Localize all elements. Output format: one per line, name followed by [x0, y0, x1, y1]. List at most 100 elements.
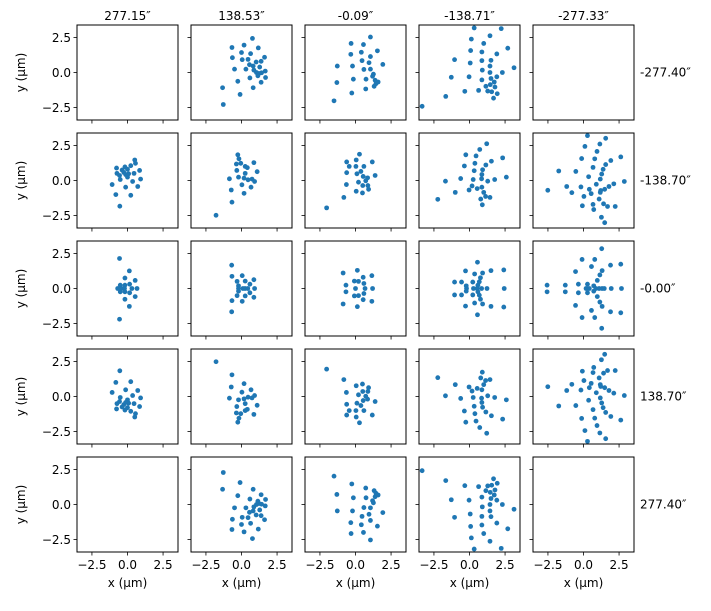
scatter-point [500, 155, 506, 161]
subplot-r0-c2: -0.09″ [301, 9, 407, 124]
scatter-point [499, 70, 505, 75]
scatter-point [356, 293, 361, 299]
scatter-point [341, 195, 347, 200]
scatter-point [479, 172, 485, 177]
scatter-point [578, 387, 584, 393]
scatter-point [579, 368, 585, 374]
scatter-point [348, 41, 354, 46]
scatter-point [469, 388, 475, 394]
scatter-point [562, 289, 568, 295]
scatter-point [503, 174, 509, 180]
scatter-point [596, 375, 602, 381]
scatter-point [255, 498, 261, 504]
scatter-point [350, 495, 356, 501]
scatter-point [369, 412, 375, 418]
scatter-point [468, 48, 474, 53]
scatter-point [232, 66, 237, 72]
scatter-point [588, 191, 594, 197]
scatter-point [346, 163, 352, 169]
scatter-point [485, 178, 491, 184]
scatter-point [258, 79, 264, 85]
scatter-point [365, 389, 371, 394]
scatter-point [556, 168, 562, 174]
scatter-point [573, 269, 578, 274]
scatter-point [380, 510, 386, 516]
scatter-point [582, 144, 588, 149]
scatter-point [498, 26, 504, 32]
scatter-point [488, 496, 494, 501]
scatter-point [599, 400, 605, 406]
scatter-point [483, 83, 489, 89]
scatter-point [123, 172, 129, 177]
scatter-point [239, 389, 245, 395]
scatter-point [220, 486, 225, 492]
scatter-point [468, 524, 474, 529]
x-axis-label: x (μm) [564, 576, 604, 590]
scatter-point [470, 395, 476, 400]
axes-frame [76, 24, 179, 121]
scatter-point [380, 61, 386, 67]
scatter-point [115, 286, 121, 291]
scatter-point [590, 201, 596, 207]
scatter-point [238, 160, 244, 166]
scatter-point [544, 289, 550, 295]
scatter-point [344, 401, 350, 407]
scatter-point [492, 395, 498, 400]
scatter-point [611, 181, 617, 187]
scatter-point [368, 537, 373, 543]
scatter-point [220, 85, 225, 91]
scatter-point [597, 176, 603, 182]
subplot-r2-c1 [187, 240, 293, 340]
scatter-point [472, 300, 478, 306]
scatter-point [575, 290, 581, 296]
scatter-point [597, 299, 603, 305]
scatter-point [471, 168, 477, 174]
axes-frame [76, 132, 179, 229]
scatter-point [573, 403, 579, 408]
scatter-point [484, 430, 490, 436]
y-axis-label: y (μm) [14, 485, 28, 525]
scatter-point [556, 403, 562, 409]
scatter-point [597, 395, 603, 401]
axes-frame [532, 456, 635, 553]
scatter-point [579, 257, 585, 262]
scatter-point [591, 365, 597, 370]
scatter-point [594, 294, 600, 300]
scatter-point [349, 481, 355, 487]
scatter-point [485, 483, 491, 489]
scatter-point [591, 207, 597, 212]
scatter-point [480, 167, 485, 173]
scatter-point [354, 267, 360, 273]
scatter-point [228, 384, 234, 390]
scatter-point [618, 261, 624, 267]
row-label: 138.70″ [640, 390, 687, 404]
scatter-point [334, 63, 340, 69]
scatter-point [469, 183, 475, 189]
scatter-point [109, 182, 115, 187]
scatter-point [262, 503, 268, 509]
subplot-r3-c2 [301, 348, 407, 448]
scatter-point [344, 159, 350, 165]
scatter-point [253, 59, 259, 65]
scatter-point [357, 420, 362, 426]
scatter-point [350, 508, 355, 514]
scatter-point [494, 480, 500, 486]
scatter-point [135, 388, 141, 393]
scatter-point [612, 368, 618, 373]
column-title: 277.15″ [104, 9, 151, 23]
scatter-point [472, 160, 478, 166]
scatter-point [443, 178, 448, 184]
scatter-point [366, 60, 372, 66]
scatter-point [262, 68, 268, 74]
scatter-point [343, 282, 349, 288]
subplot-r1-c2 [301, 132, 407, 232]
scatter-point [242, 401, 248, 407]
scatter-point [487, 63, 493, 69]
scatter-point [483, 162, 489, 168]
scatter-point [229, 298, 235, 304]
scatter-point [466, 497, 472, 503]
scatter-point [419, 103, 425, 109]
scatter-point [126, 268, 132, 274]
scatter-point [242, 278, 248, 284]
scatter-point [128, 192, 134, 198]
